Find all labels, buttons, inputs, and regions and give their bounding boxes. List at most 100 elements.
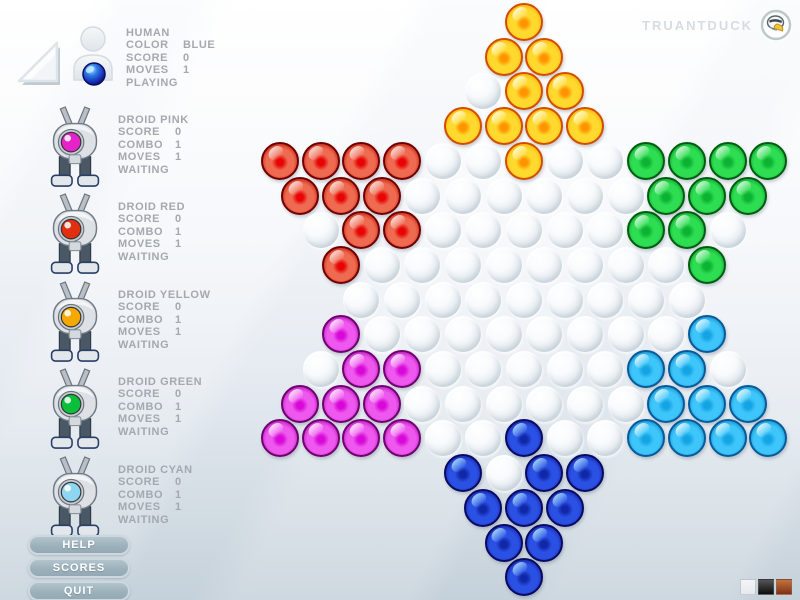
board-hole[interactable] [343, 281, 380, 318]
board-hole[interactable] [302, 212, 339, 249]
board-hole[interactable] [587, 212, 624, 249]
marble-magenta[interactable] [260, 419, 299, 458]
board-hole[interactable] [526, 316, 563, 353]
marble-yellow[interactable] [566, 107, 605, 146]
board-hole[interactable] [506, 351, 542, 387]
marble-yellow[interactable] [505, 72, 543, 111]
theme-swatch-dark[interactable] [758, 579, 774, 595]
board-hole[interactable] [444, 177, 481, 214]
marble-red[interactable] [260, 141, 299, 180]
marble-red[interactable] [281, 176, 320, 215]
marble-cyan[interactable] [688, 315, 727, 354]
marble-yellow[interactable] [525, 37, 564, 76]
board-hole[interactable] [607, 246, 644, 283]
board-hole[interactable] [526, 246, 563, 283]
board-hole[interactable] [567, 246, 604, 283]
marble-red[interactable] [382, 211, 421, 250]
marble-green[interactable] [647, 176, 686, 215]
board-hole[interactable] [424, 142, 461, 179]
marble-green[interactable] [667, 211, 706, 250]
marble-blue[interactable] [505, 488, 543, 527]
marble-yellow[interactable] [484, 37, 523, 76]
board-hole[interactable] [465, 212, 502, 249]
marble-red[interactable] [301, 141, 340, 180]
marble-green[interactable] [749, 141, 788, 180]
marble-cyan[interactable] [688, 384, 727, 423]
marble-magenta[interactable] [281, 384, 320, 423]
board-hole[interactable] [424, 281, 461, 318]
board-hole[interactable] [668, 281, 705, 318]
marble-magenta[interactable] [362, 384, 401, 423]
board-hole[interactable] [465, 351, 502, 387]
board-hole[interactable] [587, 142, 624, 179]
board-hole[interactable] [424, 351, 461, 387]
board-hole[interactable] [546, 281, 583, 318]
board-hole[interactable] [424, 420, 461, 457]
board-hole[interactable] [546, 351, 583, 387]
board-hole[interactable] [546, 142, 583, 179]
marble-red[interactable] [342, 211, 381, 250]
board-hole[interactable] [607, 385, 644, 422]
turn-indicator-arrow[interactable] [8, 30, 64, 88]
board-hole[interactable] [709, 212, 746, 249]
marble-yellow[interactable] [545, 72, 584, 111]
board-hole[interactable] [485, 385, 522, 422]
marble-magenta[interactable] [301, 419, 340, 458]
marble-blue[interactable] [505, 558, 543, 597]
theme-swatch-rust[interactable] [776, 579, 792, 595]
board-hole[interactable] [485, 455, 522, 492]
marble-yellow[interactable] [484, 107, 523, 146]
marble-blue[interactable] [525, 523, 564, 562]
board-hole[interactable] [302, 351, 339, 387]
marble-magenta[interactable] [382, 419, 421, 458]
marble-magenta[interactable] [342, 350, 381, 388]
board-hole[interactable] [607, 316, 644, 353]
marble-cyan[interactable] [708, 419, 747, 458]
marble-yellow[interactable] [505, 141, 543, 180]
board-hole[interactable] [383, 281, 420, 318]
marble-red[interactable] [342, 141, 381, 180]
marble-cyan[interactable] [749, 419, 788, 458]
marble-green[interactable] [667, 141, 706, 180]
board-hole[interactable] [587, 351, 624, 387]
marble-green[interactable] [708, 141, 747, 180]
board-hole[interactable] [648, 316, 685, 353]
marble-cyan[interactable] [728, 384, 767, 423]
marble-magenta[interactable] [321, 315, 360, 354]
board-hole[interactable] [465, 73, 502, 110]
marble-green[interactable] [688, 176, 727, 215]
board-hole[interactable] [587, 420, 624, 457]
marble-blue[interactable] [484, 523, 523, 562]
marble-yellow[interactable] [505, 3, 543, 41]
quit-button[interactable]: QUIT [28, 581, 130, 600]
marble-blue[interactable] [545, 488, 584, 527]
board-hole[interactable] [363, 316, 400, 353]
theme-swatch-light[interactable] [740, 579, 756, 595]
marble-green[interactable] [627, 211, 666, 250]
marble-blue[interactable] [525, 454, 564, 493]
marble-cyan[interactable] [627, 419, 666, 458]
board-hole[interactable] [485, 246, 522, 283]
board-hole[interactable] [628, 281, 665, 318]
marble-magenta[interactable] [321, 384, 360, 423]
board-hole[interactable] [485, 177, 522, 214]
board-hole[interactable] [404, 177, 441, 214]
board-hole[interactable] [465, 420, 502, 457]
scores-button[interactable]: SCORES [28, 558, 130, 578]
marble-cyan[interactable] [627, 350, 666, 388]
board-hole[interactable] [567, 316, 604, 353]
marble-green[interactable] [728, 176, 767, 215]
marble-red[interactable] [362, 176, 401, 215]
board-hole[interactable] [709, 351, 746, 387]
board-hole[interactable] [444, 385, 481, 422]
board-hole[interactable] [546, 420, 583, 457]
marble-red[interactable] [321, 176, 360, 215]
board-hole[interactable] [424, 212, 461, 249]
marble-green[interactable] [688, 245, 727, 284]
board-hole[interactable] [444, 316, 481, 353]
board-hole[interactable] [607, 177, 644, 214]
board-hole[interactable] [567, 177, 604, 214]
board-hole[interactable] [465, 142, 502, 179]
board-hole[interactable] [404, 246, 441, 283]
marble-green[interactable] [627, 141, 666, 180]
